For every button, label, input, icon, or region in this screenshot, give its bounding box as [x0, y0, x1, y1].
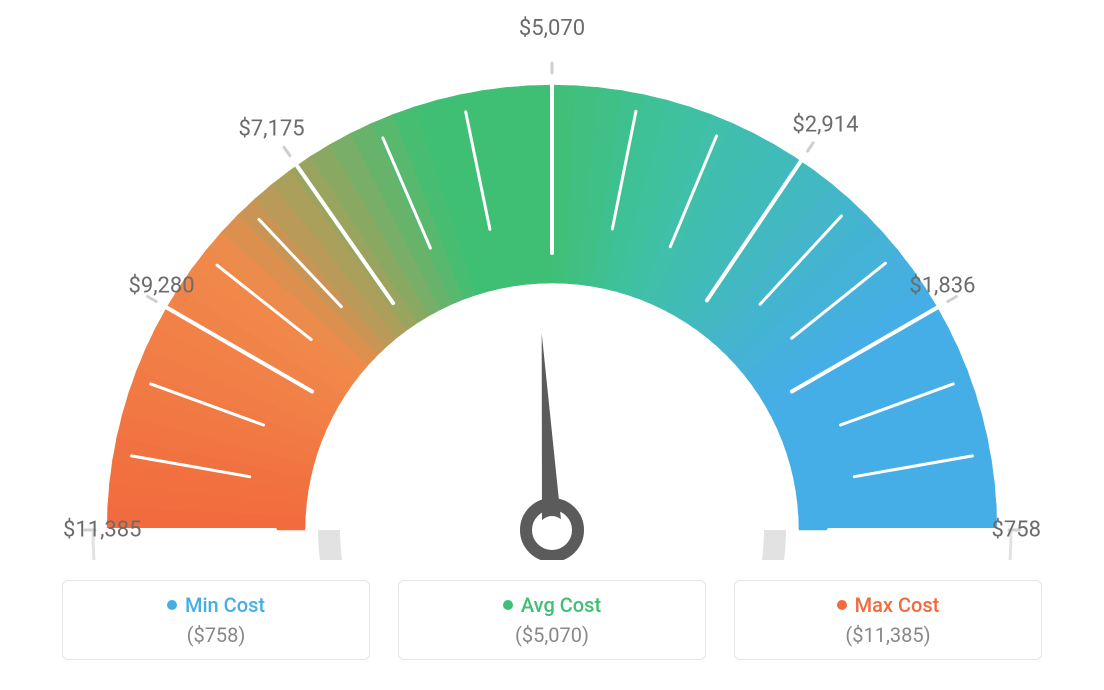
legend-value-max: ($11,385): [845, 623, 930, 647]
legend-row: Min Cost ($758) Avg Cost ($5,070) Max Co…: [62, 580, 1042, 660]
legend-card-max: Max Cost ($11,385): [734, 580, 1042, 660]
gauge-tick-label: $758: [992, 518, 1041, 543]
gauge-tick-label: $11,385: [63, 518, 142, 543]
gauge-tick-label: $7,175: [238, 117, 304, 142]
legend-label-avg: Avg Cost: [521, 593, 601, 617]
gauge-tick-label: $5,070: [519, 16, 585, 41]
legend-card-avg: Avg Cost ($5,070): [398, 580, 706, 660]
legend-value-avg: ($5,070): [515, 623, 589, 647]
legend-dot-avg: [503, 600, 513, 610]
legend-value-min: ($758): [187, 623, 246, 647]
gauge-tick-label: $1,836: [909, 273, 975, 298]
legend-dot-min: [167, 600, 177, 610]
gauge-tick-label: $9,280: [129, 273, 195, 298]
gauge-tick-label: $2,914: [792, 112, 858, 137]
legend-label-max: Max Cost: [855, 593, 940, 617]
cost-gauge: $758 $1,836 $2,914 $5,070 $7,175 $9,280 $11,38…: [0, 0, 1104, 560]
legend-dot-max: [837, 600, 847, 610]
legend-card-min: Min Cost ($758): [62, 580, 370, 660]
legend-label-min: Min Cost: [185, 593, 265, 617]
